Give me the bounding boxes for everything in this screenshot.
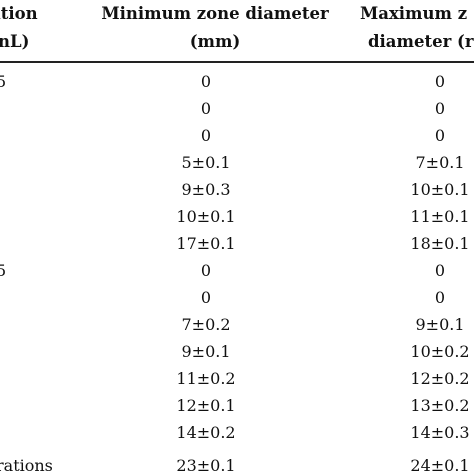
cell-min-zone: 9±0.1 [181,342,231,361]
table-row: 12±0.1 13±0.2 [0,392,474,419]
cell-min-zone: 7±0.2 [181,315,231,334]
cell-min-zone: 10±0.1 [176,207,236,226]
cell-concentration: 5 [0,261,7,280]
table-row: 14±0.2 14±0.3 [0,419,474,446]
table-row: 10±0.1 11±0.1 [0,203,474,230]
cell-max-zone: 0 [434,261,446,280]
cell-max-zone: 9±0.1 [415,315,465,334]
cell-min-zone: 0 [200,288,212,307]
cell-max-zone: 14±0.3 [410,423,470,442]
table-row: 17±0.1 18±0.1 [0,230,474,257]
cell-max-zone: 10±0.2 [410,342,470,361]
cell-min-zone: 23±0.1 [176,456,236,474]
cell-max-zone: 7±0.1 [415,153,465,172]
table-row: 5±0.1 7±0.1 [0,149,474,176]
header-concentration-line2: nL) [0,32,30,51]
cell-max-zone: 24±0.1 [410,456,470,474]
table-row: 11±0.2 12±0.2 [0,365,474,392]
cell-max-zone: 12±0.2 [410,369,470,388]
cell-min-zone: 0 [200,72,212,91]
table-row: rations 23±0.1 24±0.1 [0,452,474,474]
table-row: 9±0.1 10±0.2 [0,338,474,365]
cell-max-zone: 0 [434,288,446,307]
table-row: 7±0.2 9±0.1 [0,311,474,338]
cell-min-zone: 0 [200,261,212,280]
cell-max-zone: 0 [434,126,446,145]
cell-max-zone: 0 [434,99,446,118]
cell-min-zone: 5±0.1 [181,153,231,172]
table-row: 5 0 0 [0,257,474,284]
cell-max-zone: 0 [434,72,446,91]
cell-min-zone: 0 [200,126,212,145]
table-row: 9±0.3 10±0.1 [0,176,474,203]
cell-max-zone: 13±0.2 [410,396,470,415]
cell-min-zone: 9±0.3 [181,180,231,199]
cell-min-zone: 11±0.2 [176,369,236,388]
cell-min-zone: 17±0.1 [176,234,236,253]
header-concentration-line1: ation [0,4,38,23]
header-min-zone-line2: (mm) [189,32,241,51]
cell-max-zone: 10±0.1 [410,180,470,199]
cell-max-zone: 11±0.1 [410,207,470,226]
cell-concentration: rations [0,456,53,474]
header-rule [0,61,474,63]
cell-min-zone: 14±0.2 [176,423,236,442]
header-max-zone-line2: diameter (r [368,32,474,51]
table-row: 5 0 0 [0,68,474,95]
header-max-zone-line1: Maximum z [360,4,468,23]
cell-max-zone: 18±0.1 [410,234,470,253]
cell-concentration: 5 [0,72,7,91]
cell-min-zone: 0 [200,99,212,118]
cell-min-zone: 12±0.1 [176,396,236,415]
header-min-zone-line1: Minimum zone diameter [101,4,329,23]
